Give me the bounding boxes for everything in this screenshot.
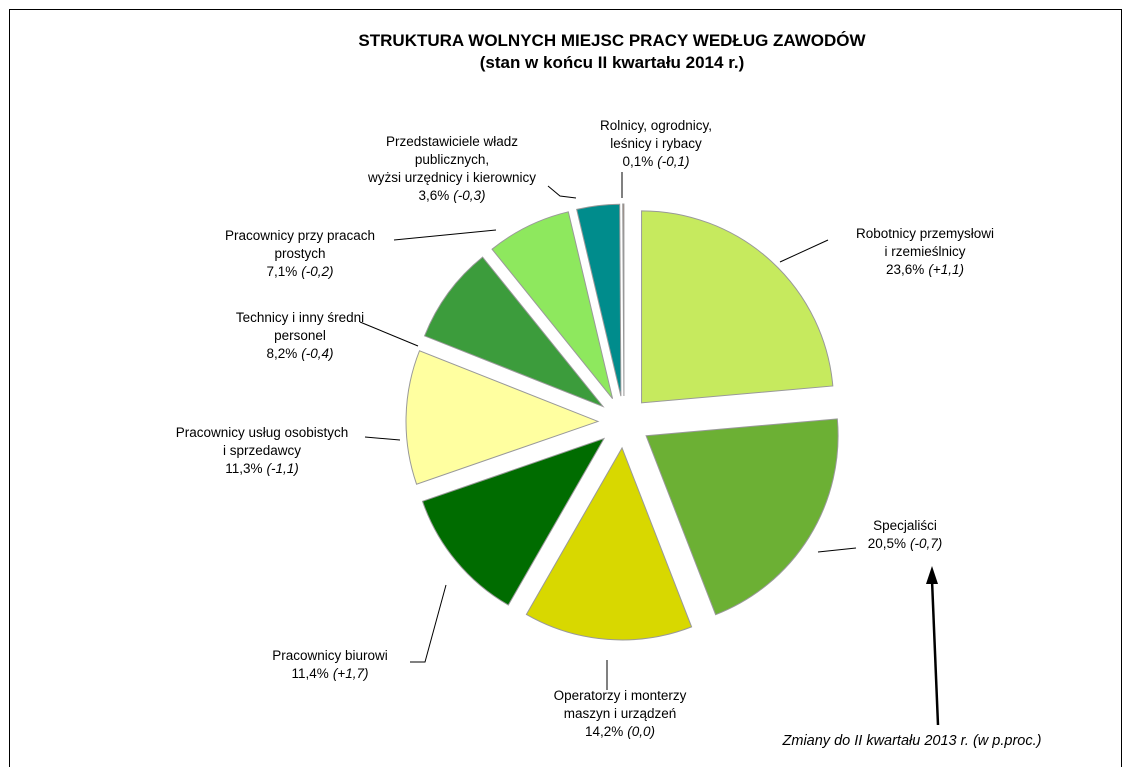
slice-label: Pracownicy przy pracach prostych [225, 228, 375, 261]
pie-slice [641, 210, 834, 404]
leader-line [547, 185, 577, 199]
value-label: 11,4% [292, 666, 329, 681]
leader-line [359, 321, 419, 347]
slice-label: Pracownicy biurowi [272, 648, 388, 663]
slice-value: 7,1% (-0,2) [266, 264, 333, 279]
value-label: 14,2% [585, 724, 623, 739]
slice-value: 23,6% (+1,1) [886, 262, 964, 277]
slice-label: Robotnicy przemysłowi i rzemieślnicy [856, 226, 994, 259]
value-label: 8,2% [266, 346, 297, 361]
change-label: (+1,1) [928, 262, 964, 277]
pie-slice [645, 418, 839, 616]
pie-slice [622, 203, 625, 397]
change-label: (0,0) [627, 724, 655, 739]
value-label: 7,1% [266, 264, 297, 279]
value-label: 0,1% [622, 154, 653, 169]
chart-subtitle: (stan w końcu II kwartału 2014 r.) [480, 53, 745, 72]
value-label: 3,6% [418, 188, 449, 203]
value-label: 20,5% [868, 536, 906, 551]
change-label: (-0,7) [910, 536, 942, 551]
chart-title: STRUKTURA WOLNYCH MIEJSC PRACY WEDŁUG ZA… [358, 31, 866, 50]
slice-value: 11,4% (+1,7) [292, 666, 369, 681]
slice-value: 14,2% (0,0) [585, 724, 655, 739]
pie-slice [491, 211, 614, 399]
pie-slice [423, 256, 605, 408]
change-label: (-1,1) [267, 461, 299, 476]
change-label: (-0,2) [301, 264, 333, 279]
leader-line [779, 239, 829, 263]
slice-label: Pracownicy usług osobistych i sprzedawcy [176, 425, 349, 458]
leader-line [410, 584, 447, 663]
annotation: Zmiany do II kwartału 2013 r. (w p.proc.… [782, 733, 1042, 749]
slice-value: 0,1% (-0,1) [622, 154, 689, 169]
value-label: 23,6% [886, 262, 924, 277]
pie-slice [525, 446, 693, 641]
slice-label: Operatorzy i monterzy maszyn i urządzeń [554, 688, 687, 721]
annotation-arrow [930, 579, 940, 726]
frame [9, 9, 1122, 767]
slice-value: 20,5% (-0,7) [868, 536, 943, 551]
slice-label: Rolnicy, ogrodnicy, leśnicy i rybacy [600, 118, 712, 151]
pie-slice [421, 437, 606, 606]
slice-label: Specjaliści [873, 518, 937, 533]
slice-label: Przedstawiciele władz publicznych, wyżsi u… [367, 134, 536, 185]
pie-slice [576, 203, 622, 397]
leader-line [817, 547, 857, 553]
value-label: 11,3% [225, 461, 262, 476]
change-label: (+1,7) [333, 666, 369, 681]
annotation-arrowhead [926, 566, 938, 584]
slice-label: Technicy i inny średni personel [236, 310, 364, 343]
slice-value: 11,3% (-1,1) [225, 461, 299, 476]
leader-line [393, 229, 497, 241]
slice-value: 8,2% (-0,4) [266, 346, 333, 361]
slice-value: 3,6% (-0,3) [418, 188, 485, 203]
change-label: (-0,3) [453, 188, 485, 203]
pie-slice [405, 350, 600, 485]
change-label: (-0,1) [657, 154, 689, 169]
change-label: (-0,4) [301, 346, 333, 361]
leader-line [364, 436, 401, 441]
